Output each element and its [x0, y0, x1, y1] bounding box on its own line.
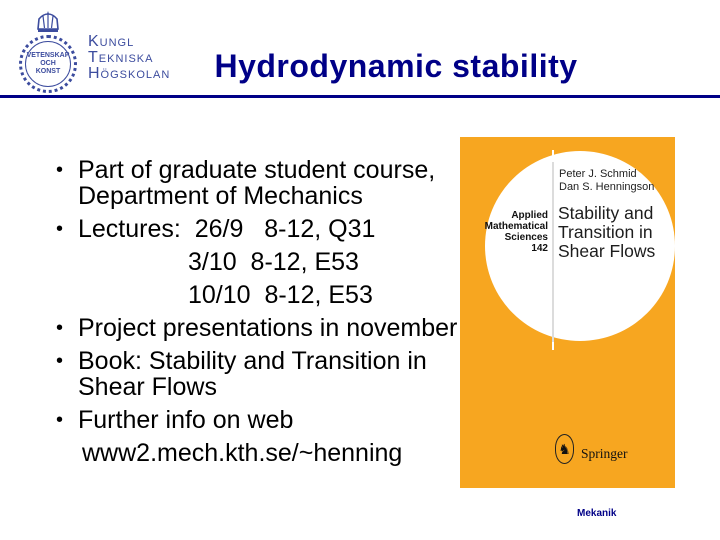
seal-wreath-ring: VETENSKAP OCH KONST — [19, 35, 77, 93]
header-divider-line — [0, 95, 720, 98]
book-authors: Peter J. Schmid Dan S. Henningson — [559, 168, 655, 193]
bullet-icon: • — [56, 350, 64, 372]
book-series-label: Applied Mathematical Sciences 142 — [484, 210, 548, 254]
slide-body-list: • Part of graduate student course, Depar… — [48, 157, 478, 473]
kth-logo-seal: VETENSKAP OCH KONST — [16, 11, 80, 97]
bullet-icon: • — [56, 218, 64, 240]
list-item: • Part of graduate student course, Depar… — [56, 156, 436, 210]
book-cover-divider — [552, 342, 554, 350]
book-cover-divider — [552, 162, 554, 342]
list-item: • Project presentations in november — [56, 314, 458, 342]
list-item-continuation: 10/10 8-12, E53 — [188, 281, 373, 309]
crown-icon — [36, 11, 60, 33]
book-title: Stability and Transition in Shear Flows — [558, 203, 656, 261]
bullet-icon: • — [56, 317, 64, 339]
list-item: • Lectures: 26/9 8-12, Q31 — [56, 215, 376, 243]
bullet-icon: • — [56, 159, 64, 181]
seal-inner-ring: VETENSKAP OCH KONST — [25, 41, 71, 87]
book-cover-image: Peter J. Schmid Dan S. Henningson Applie… — [460, 137, 675, 488]
kth-wordmark: Kungl Tekniska Högskolan — [88, 33, 171, 82]
list-item: • Book: Stability and Transition in Shea… — [56, 347, 427, 401]
list-item: • Further info on web — [56, 406, 294, 434]
web-url-text: www2.mech.kth.se/~henning — [82, 439, 403, 467]
publisher-name: Springer — [581, 446, 628, 461]
springer-logo-icon: ♞ — [555, 434, 574, 464]
slide-title: Hydrodynamic stability — [214, 48, 578, 84]
book-cover-divider — [552, 150, 554, 162]
bullet-icon: • — [56, 409, 64, 431]
book-cover-circle — [485, 151, 675, 341]
list-item-continuation: 3/10 8-12, E53 — [188, 248, 359, 276]
seal-motto: VETENSKAP OCH KONST — [26, 52, 70, 75]
department-footer-label: Mekanik — [577, 508, 617, 519]
